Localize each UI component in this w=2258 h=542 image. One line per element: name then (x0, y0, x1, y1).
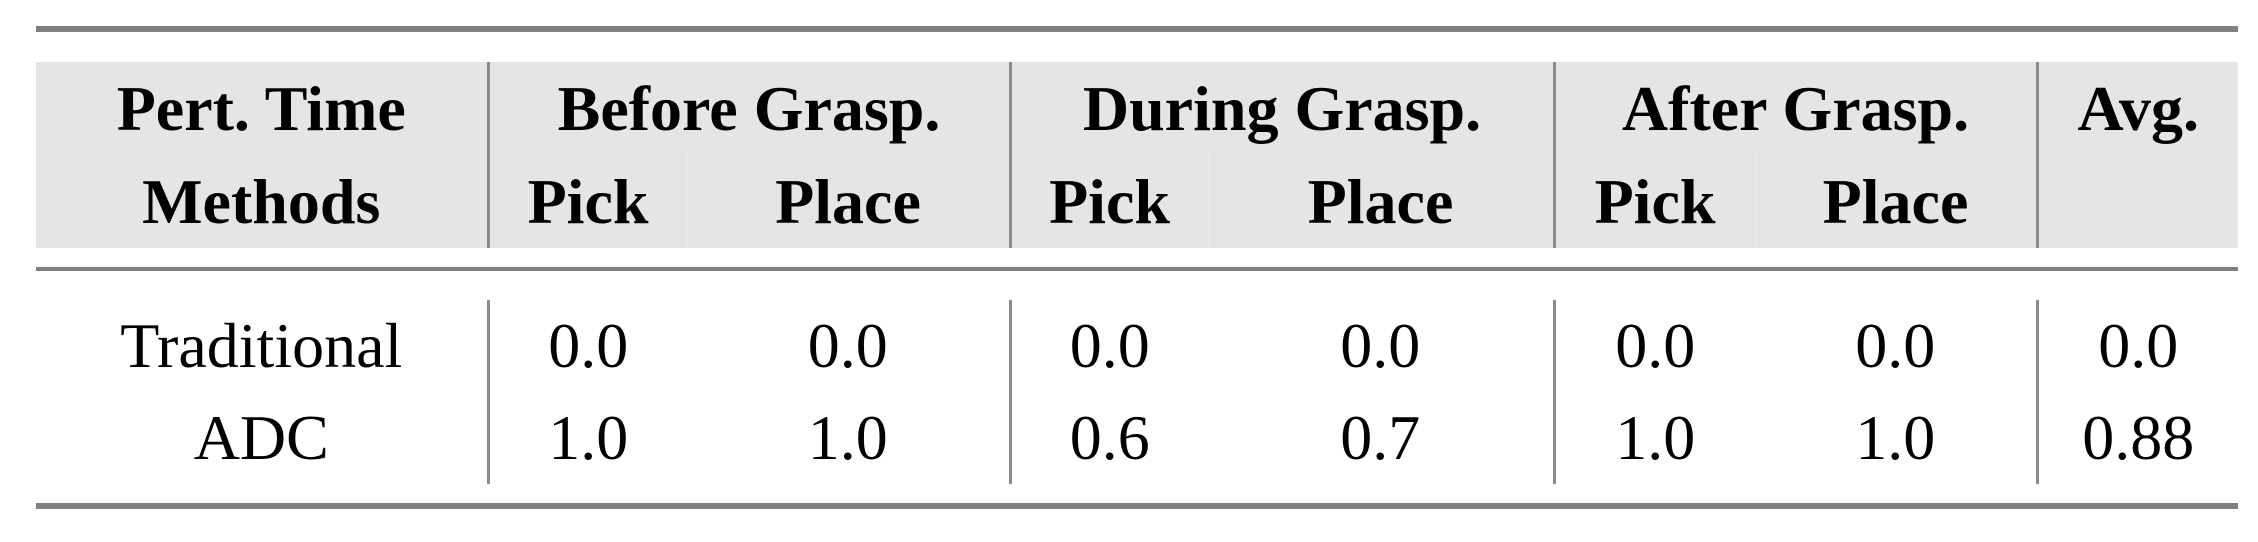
value-cell: 0.6 (1008, 392, 1208, 484)
avg-cell: 0.0 (2035, 300, 2238, 392)
header-during-pick: Pick (1008, 155, 1208, 248)
header-methods: Methods (36, 155, 488, 248)
table-header: Pert. Time Before Grasp. During Grasp. A… (36, 62, 2238, 248)
header-pert-time: Pert. Time (36, 62, 488, 155)
header-during-place: Place (1207, 155, 1554, 248)
value-cell: 0.0 (486, 300, 687, 392)
header-before-pick: Pick (486, 155, 687, 248)
header-before-grasp: Before Grasp. (486, 62, 1010, 155)
header-avg-empty (2035, 155, 2238, 248)
value-cell: 0.0 (1008, 300, 1208, 392)
value-cell: 0.0 (807, 310, 888, 381)
header-before-place: Place (686, 155, 1010, 248)
value-cell: 1.0 (486, 392, 687, 484)
header-row-tasks: Methods Pick Place Pick Place Pick Place (36, 155, 2238, 248)
header-after-grasp: After Grasp. (1552, 62, 2037, 155)
value-cell: 1.0 (1855, 402, 1936, 473)
header-after-place: Place (1754, 155, 2037, 248)
value-cell: 0.7 (1340, 402, 1421, 473)
value-cell: 1.0 (807, 402, 888, 473)
table-row: ADC 1.0 1.0 0.6 0.7 1.0 1.0 0.88 (36, 392, 2238, 484)
avg-cell: 0.88 (2035, 392, 2238, 484)
header-avg: Avg. (2035, 62, 2238, 155)
value-cell: 0.0 (1340, 310, 1421, 381)
value-cell: 0.0 (1855, 310, 1936, 381)
value-cell: 1.0 (1552, 392, 1755, 484)
value-cell: 0.0 (1552, 300, 1755, 392)
header-during-grasp: During Grasp. (1008, 62, 1554, 155)
header-row-phases: Pert. Time Before Grasp. During Grasp. A… (36, 62, 2238, 155)
header-after-pick: Pick (1552, 155, 1755, 248)
table-row: Traditional 0.0 0.0 0.0 0.0 0.0 0.0 0.0 (36, 300, 2238, 392)
method-name: Traditional (120, 310, 403, 381)
method-name: ADC (193, 402, 329, 473)
mid-rule (36, 267, 2238, 271)
table-body: Traditional 0.0 0.0 0.0 0.0 0.0 0.0 0.0 … (36, 300, 2238, 484)
bottom-rule (36, 503, 2238, 509)
top-rule (36, 26, 2238, 32)
